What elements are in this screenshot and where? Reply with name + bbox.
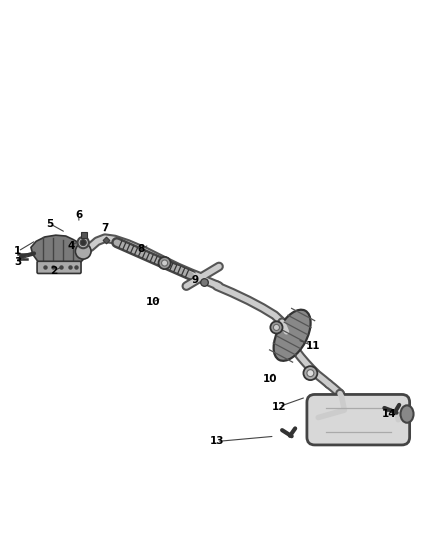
Text: 8: 8 xyxy=(137,244,144,254)
Text: 9: 9 xyxy=(191,274,198,285)
Ellipse shape xyxy=(400,405,413,423)
Circle shape xyxy=(270,321,283,334)
Circle shape xyxy=(307,370,314,377)
Circle shape xyxy=(75,244,91,259)
Text: 13: 13 xyxy=(209,437,224,447)
FancyBboxPatch shape xyxy=(37,261,81,273)
Text: 11: 11 xyxy=(305,341,320,351)
Text: 6: 6 xyxy=(75,210,82,220)
Text: 10: 10 xyxy=(145,297,160,307)
Text: 7: 7 xyxy=(101,223,109,233)
Text: 10: 10 xyxy=(263,374,278,384)
Circle shape xyxy=(162,260,168,266)
Text: 14: 14 xyxy=(382,409,397,418)
Circle shape xyxy=(80,239,86,246)
Circle shape xyxy=(304,366,318,380)
Text: 3: 3 xyxy=(14,257,21,267)
Polygon shape xyxy=(31,235,84,270)
Text: 1: 1 xyxy=(14,246,21,256)
Circle shape xyxy=(159,257,171,269)
Ellipse shape xyxy=(274,310,311,361)
FancyBboxPatch shape xyxy=(307,394,410,445)
Text: 2: 2 xyxy=(50,266,57,276)
Circle shape xyxy=(273,325,279,330)
Text: 4: 4 xyxy=(67,240,75,251)
Text: 12: 12 xyxy=(272,402,286,411)
Circle shape xyxy=(78,237,89,248)
Text: 5: 5 xyxy=(46,219,54,229)
